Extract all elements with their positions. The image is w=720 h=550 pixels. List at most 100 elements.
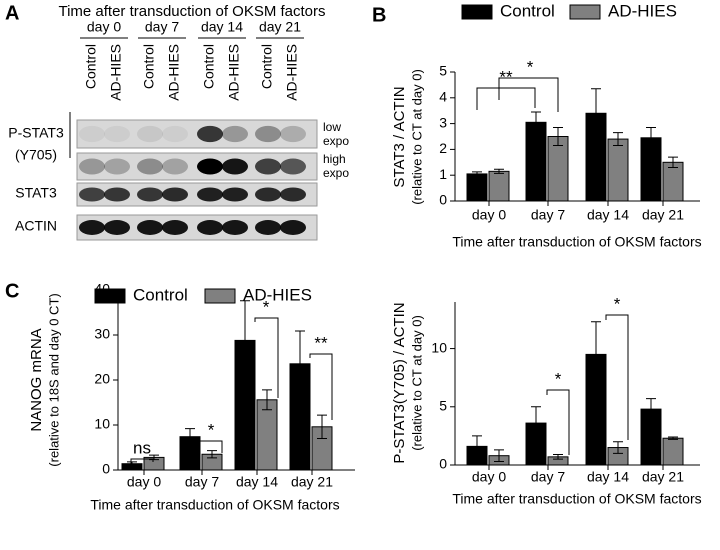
y-tick-label: 2: [439, 140, 447, 156]
y-tick-label: 5: [439, 397, 447, 413]
x-tick-label: day 14: [587, 469, 629, 485]
bar: [662, 161, 684, 202]
y-tick-label: 20: [94, 371, 110, 387]
y-axis-label: (relative to CT at day 0): [409, 69, 424, 205]
blot-band: [222, 220, 248, 235]
blot-band: [104, 220, 130, 235]
x-tick-label: day 0: [472, 469, 506, 485]
x-tick-label: day 7: [185, 474, 219, 490]
error-bar: [591, 88, 601, 139]
row-label: (Y705): [15, 147, 57, 163]
y-tick-label: 5: [439, 63, 447, 79]
blot-band: [162, 220, 188, 235]
y-tick-label: 10: [94, 416, 110, 432]
bar: [662, 437, 684, 466]
legend-swatch: [94, 288, 126, 304]
row-label: STAT3: [15, 185, 57, 201]
y-axis-label: NANOG mRNA: [28, 328, 45, 431]
y-axis-label: P-STAT3(Y705) / ACTIN: [391, 302, 408, 463]
significance-bracket: [476, 87, 536, 110]
x-axis-label: Time after transduction of OKSM factors: [90, 497, 339, 513]
legend-label: AD-HIES: [608, 1, 677, 20]
legend-label: Control: [500, 1, 555, 20]
blot-band: [222, 158, 248, 175]
error-bar: [317, 414, 327, 439]
blot-band: [137, 125, 163, 143]
lane-label: AD-HIES: [226, 44, 242, 101]
y-tick-label: 0: [439, 192, 447, 208]
legend-label: AD-HIES: [243, 285, 312, 304]
blot-band: [255, 125, 281, 143]
blot-band: [104, 125, 130, 143]
lane-label: AD-HIES: [166, 44, 182, 101]
error-bar: [646, 398, 656, 421]
lane-label: Control: [259, 44, 275, 89]
bar: [547, 136, 569, 202]
blot-band: [137, 220, 163, 235]
y-tick-label: 10: [431, 339, 447, 355]
day-label: day 14: [201, 19, 243, 35]
significance-label: *: [555, 369, 562, 388]
error-bar: [240, 300, 250, 381]
significance-bracket: [254, 317, 279, 398]
row-label: ACTIN: [15, 218, 57, 234]
x-axis-label: Time after transduction of OKSM factors: [452, 491, 701, 507]
significance-label: *: [208, 420, 215, 439]
x-tick-label: day 14: [236, 474, 278, 490]
error-bar: [149, 454, 159, 461]
error-bar: [668, 436, 678, 440]
significance-bracket: [199, 440, 223, 453]
error-bar: [591, 321, 601, 388]
blot-band: [255, 158, 281, 175]
x-tick-label: day 21: [291, 474, 333, 490]
panel-label: A: [5, 2, 19, 24]
significance-label: *: [263, 297, 270, 316]
blot-band: [280, 187, 306, 202]
expo-label: low: [323, 120, 341, 134]
lane-label: Control: [83, 44, 99, 89]
blot-title: Time after transduction of OKSM factors: [58, 3, 325, 20]
lane-label: Control: [141, 44, 157, 89]
legend-swatch: [461, 4, 493, 20]
x-axis-label: Time after transduction of OKSM factors: [452, 234, 701, 250]
bar: [256, 399, 278, 471]
day-label: day 7: [145, 19, 179, 35]
x-tick-label: day 21: [642, 469, 684, 485]
y-tick-label: 1: [439, 166, 447, 182]
blot-band: [79, 187, 105, 202]
blot-band: [162, 158, 188, 175]
y-tick-label: 0: [439, 456, 447, 472]
error-bar: [472, 171, 482, 177]
blot-band: [255, 187, 281, 202]
error-bar: [531, 406, 541, 440]
blot-band: [104, 158, 130, 175]
lane-label: Control: [201, 44, 217, 89]
row-label: P-STAT3: [8, 125, 64, 141]
error-bar: [472, 435, 482, 458]
blot-band: [137, 187, 163, 202]
lane-label: AD-HIES: [108, 44, 124, 101]
error-bar: [553, 454, 563, 460]
blot-band: [222, 125, 248, 143]
bar: [466, 173, 488, 202]
y-axis-label: (relative to CT at day 0): [409, 315, 424, 451]
error-bar: [613, 132, 623, 147]
bar: [607, 138, 629, 202]
y-tick-label: 0: [102, 461, 110, 477]
y-axis-label: (relative to 18S and day 0 CT): [46, 293, 61, 466]
error-bar: [494, 168, 504, 174]
x-tick-label: day 0: [127, 474, 161, 490]
blot-band: [197, 220, 223, 235]
blot-band: [197, 187, 223, 202]
blot-band: [197, 125, 223, 143]
blot-band: [137, 158, 163, 175]
day-label: day 0: [87, 19, 121, 35]
significance-label: *: [527, 57, 534, 76]
blot-band: [197, 158, 223, 175]
blot-band: [162, 125, 188, 143]
blot-band: [79, 125, 105, 143]
y-tick-label: 3: [439, 114, 447, 130]
significance-label: **: [314, 333, 328, 352]
panel-label: B: [372, 4, 386, 26]
bar: [488, 170, 510, 202]
